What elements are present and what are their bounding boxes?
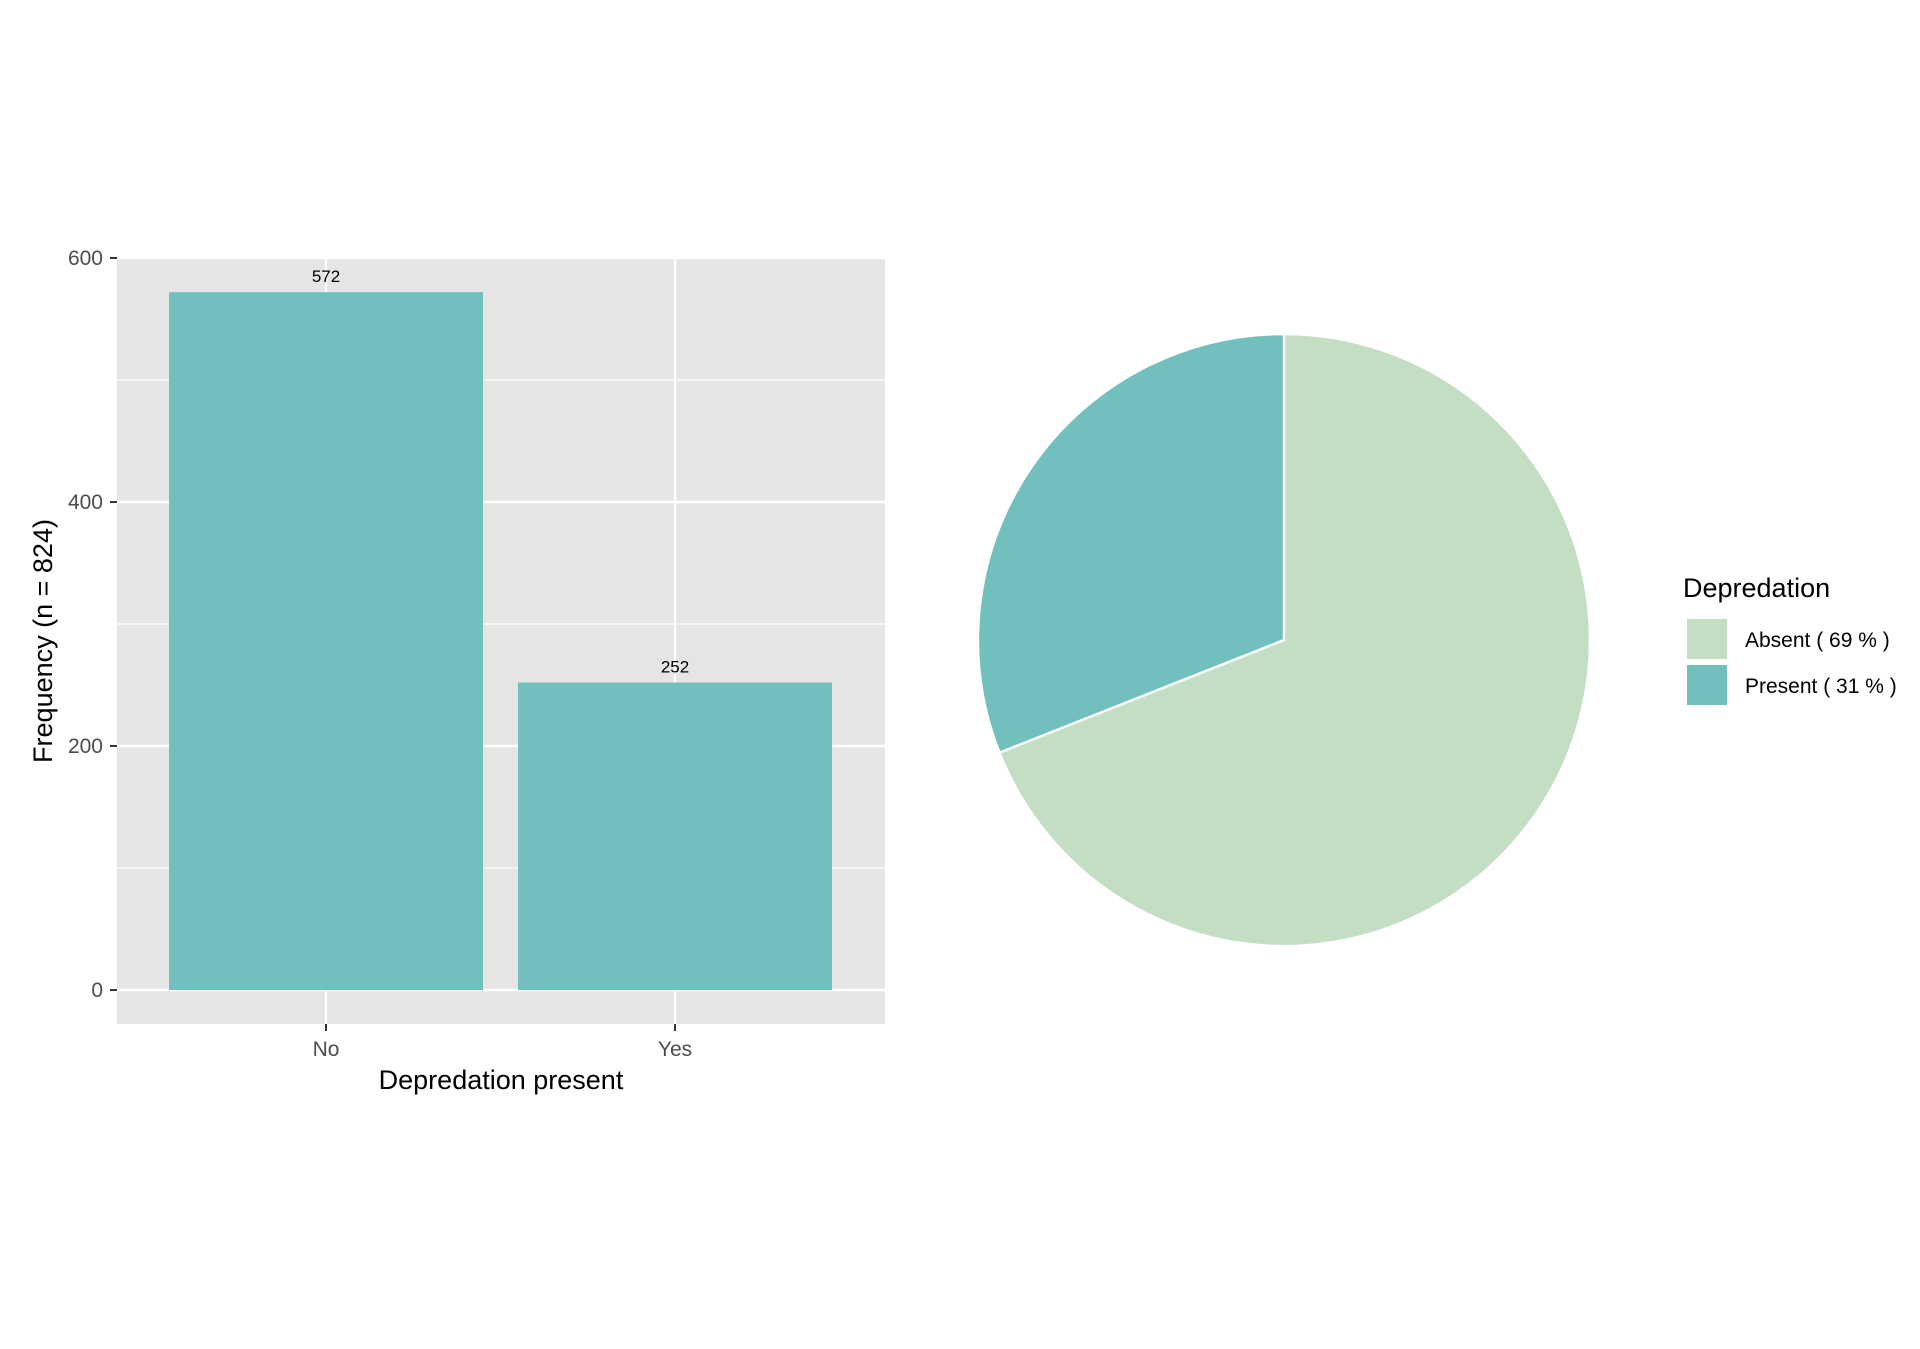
pie-chart	[976, 332, 1592, 948]
bar-chart-y-axis: 0 200 400 600	[68, 247, 117, 1002]
legend-items: Absent ( 69 % ) Present ( 31 % )	[1687, 619, 1897, 705]
bar-yes	[518, 682, 832, 990]
y-tick-label: 600	[68, 247, 103, 270]
y-tick-label: 200	[68, 735, 103, 758]
legend-label-present: Present ( 31 % )	[1745, 675, 1897, 698]
pie-chart-slices	[976, 332, 1592, 948]
legend-key-absent	[1687, 619, 1727, 659]
bar-chart: 572 252 0 200 400 600 No Yes Depredation pres…	[28, 247, 885, 1095]
y-tick-label: 0	[91, 979, 103, 1002]
x-tick-label: No	[313, 1038, 340, 1061]
pie-slice-present	[976, 332, 1286, 755]
pie-chart-legend: Depredation Absent ( 69 % ) Present ( 31 …	[1683, 573, 1897, 705]
legend-title: Depredation	[1683, 573, 1830, 603]
bar-chart-x-axis: No Yes	[313, 1024, 692, 1061]
bar-no	[169, 292, 483, 990]
data-label-no: 572	[312, 267, 340, 286]
data-label-yes: 252	[661, 658, 689, 677]
bar-chart-y-axis-title: Frequency (n = 824)	[28, 519, 58, 763]
x-tick-label: Yes	[658, 1038, 692, 1061]
bar-chart-bars	[169, 292, 832, 990]
legend-label-absent: Absent ( 69 % )	[1745, 629, 1890, 652]
legend-key-present	[1687, 665, 1727, 705]
pie-slice-absent	[997, 332, 1592, 948]
bar-chart-x-axis-title: Depredation present	[379, 1065, 624, 1095]
y-tick-label: 400	[68, 491, 103, 514]
bar-chart-data-labels: 572 252	[312, 267, 689, 676]
